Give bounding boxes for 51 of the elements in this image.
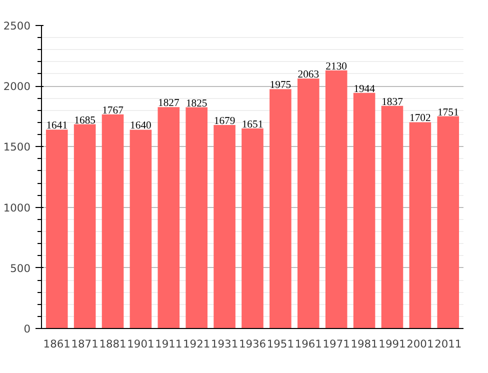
bar xyxy=(158,107,180,328)
x-tick-label: 1991 xyxy=(378,338,406,350)
data-label: 2130 xyxy=(326,61,347,72)
bar xyxy=(214,125,236,328)
data-label: 1640 xyxy=(130,120,152,132)
bar xyxy=(297,78,320,328)
bar xyxy=(130,130,152,328)
x-tick-label: 1951 xyxy=(266,338,294,350)
data-label: 1679 xyxy=(214,116,236,128)
bar xyxy=(242,128,264,328)
y-tick-label: 2500 xyxy=(3,20,31,32)
x-tick-label: 1971 xyxy=(322,338,350,350)
x-tick-label: 1861 xyxy=(43,338,70,350)
bar xyxy=(74,124,96,328)
bar xyxy=(46,130,68,328)
bar xyxy=(353,92,376,328)
bar xyxy=(186,107,208,328)
data-label: 1685 xyxy=(74,115,96,126)
x-tick-label: 1931 xyxy=(210,338,238,350)
data-label: 1837 xyxy=(382,96,404,108)
y-tick-label: 1000 xyxy=(3,201,31,214)
y-tick-label: 1500 xyxy=(3,140,31,154)
bar xyxy=(381,106,404,328)
x-tick-label: 2011 xyxy=(434,338,462,350)
x-tick-label: 1921 xyxy=(183,338,210,350)
bar xyxy=(409,122,432,328)
data-label: 1767 xyxy=(102,105,124,116)
x-tick-label: 1981 xyxy=(350,338,378,350)
bar xyxy=(437,116,460,328)
bar xyxy=(102,114,124,328)
data-label: 1827 xyxy=(158,98,180,110)
x-tick-label: 1901 xyxy=(127,338,154,350)
x-tick-label: 1871 xyxy=(71,338,98,350)
x-tick-label: 2001 xyxy=(406,338,434,350)
x-tick-label: 1936 xyxy=(238,338,266,350)
bar xyxy=(270,89,292,328)
data-label: 1641 xyxy=(46,120,68,132)
data-label: 1702 xyxy=(410,113,431,124)
x-tick-label: 1881 xyxy=(99,338,126,350)
y-tick-label: 0 xyxy=(24,322,31,336)
data-label: 1651 xyxy=(242,119,264,130)
data-label: 1825 xyxy=(186,98,208,110)
x-tick-label: 1911 xyxy=(155,338,182,350)
data-label: 1751 xyxy=(437,107,459,118)
y-tick-label: 500 xyxy=(10,262,31,275)
y-tick-label: 2000 xyxy=(3,80,31,94)
x-tick-label: 1961 xyxy=(294,338,322,350)
data-label: 2063 xyxy=(298,69,320,80)
data-label: 1975 xyxy=(270,80,292,92)
data-label: 1944 xyxy=(354,84,376,95)
bar xyxy=(325,70,348,328)
